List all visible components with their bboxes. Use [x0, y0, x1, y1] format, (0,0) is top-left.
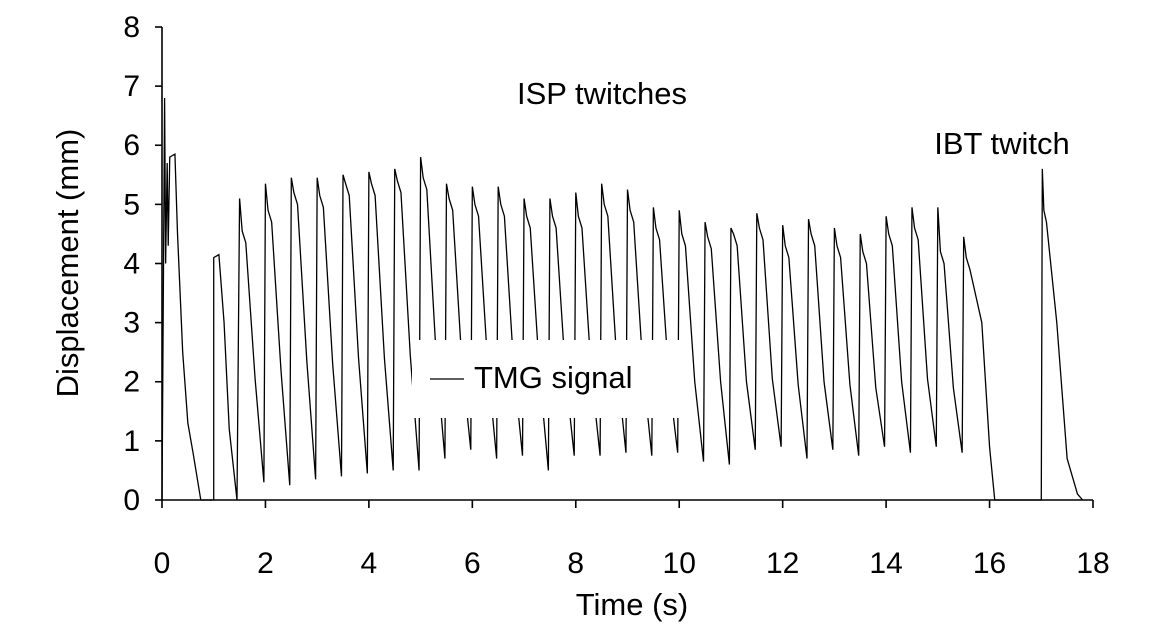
y-tick-label: 6 [123, 129, 140, 162]
x-tick-label: 14 [869, 547, 902, 580]
x-tick-label: 8 [567, 547, 584, 580]
y-tick-label: 7 [123, 70, 140, 103]
annotation: IBT twitch [934, 126, 1070, 161]
annotation: ISP twitches [517, 76, 687, 111]
y-axis-title: Displacement (mm) [50, 129, 85, 398]
legend-label: TMG signal [474, 360, 632, 395]
x-tick-label: 0 [154, 547, 171, 580]
x-tick-label: 16 [973, 547, 1006, 580]
y-tick-label: 3 [123, 307, 140, 340]
y-tick-label: 8 [123, 11, 140, 44]
y-tick-label: 4 [123, 247, 140, 280]
x-tick-label: 6 [464, 547, 481, 580]
data-line [161, 97, 1084, 501]
x-tick-label: 2 [257, 547, 274, 580]
x-axis-title: Time (s) [576, 587, 689, 622]
x-tick-label: 18 [1076, 547, 1109, 580]
x-tick-label: 4 [361, 547, 378, 580]
y-tick-label: 0 [123, 484, 140, 517]
x-tick-label: 10 [663, 547, 696, 580]
y-tick-label: 5 [123, 188, 140, 221]
y-tick-label: 2 [123, 366, 140, 399]
x-tick-label: 12 [766, 547, 799, 580]
y-tick-label: 1 [123, 425, 140, 458]
